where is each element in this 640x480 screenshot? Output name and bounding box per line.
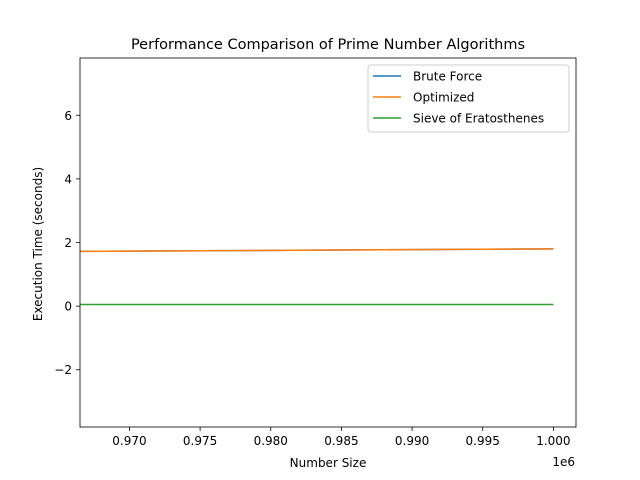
y-tick-label: 0 xyxy=(64,300,72,314)
x-tick-label: 0.970 xyxy=(112,434,146,448)
legend-label-3: Sieve of Eratosthenes xyxy=(413,112,544,126)
x-tick-label: 1.000 xyxy=(536,434,570,448)
chart-title: Performance Comparison of Prime Number A… xyxy=(131,37,525,53)
y-tick-label: −2 xyxy=(54,363,72,377)
legend-label-2: Optimized xyxy=(413,91,474,105)
x-tick-label: 0.980 xyxy=(254,434,288,448)
x-tick-label: 0.985 xyxy=(324,434,358,448)
y-axis: −2 0 2 4 6 xyxy=(54,109,80,377)
x-tick-label: 0.990 xyxy=(395,434,429,448)
series-line-2 xyxy=(79,248,554,253)
x-axis-offset-label: 1e6 xyxy=(552,455,575,469)
x-axis-label: Number Size xyxy=(290,456,367,470)
y-tick-label: 4 xyxy=(64,172,72,186)
legend-label-1: Brute Force xyxy=(413,70,482,84)
x-tick-label: 0.995 xyxy=(466,434,500,448)
y-tick-label: 2 xyxy=(64,236,72,250)
legend: Brute Force Optimized Sieve of Eratosthene… xyxy=(367,64,570,133)
y-axis-label: Execution Time (seconds) xyxy=(31,167,45,321)
legend-box xyxy=(367,64,570,133)
x-tick-label: 0.975 xyxy=(183,434,217,448)
x-axis: 0.970 0.975 0.980 0.985 0.990 0.995 1.000 xyxy=(112,427,571,448)
y-tick-label: 6 xyxy=(64,109,72,123)
